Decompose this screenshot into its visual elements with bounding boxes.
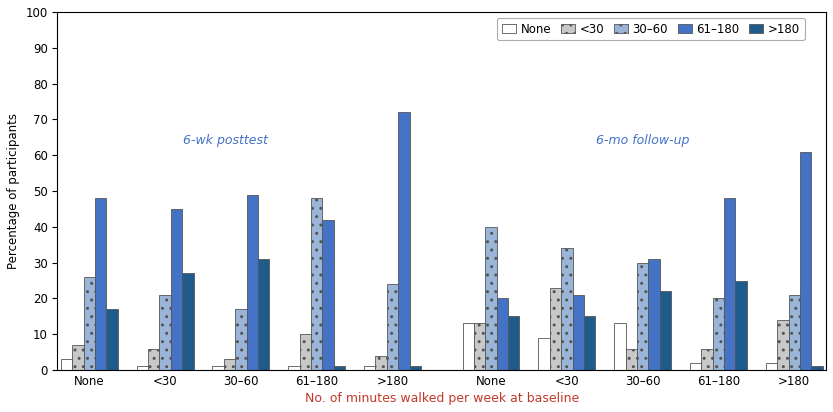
Bar bbox=[637, 262, 648, 370]
Bar bbox=[61, 359, 72, 370]
Bar bbox=[235, 309, 247, 370]
Bar bbox=[72, 345, 83, 370]
Bar bbox=[800, 152, 811, 370]
Bar bbox=[387, 284, 398, 370]
Bar bbox=[322, 220, 334, 370]
Bar bbox=[182, 273, 193, 370]
Bar bbox=[584, 316, 596, 370]
Bar bbox=[410, 366, 421, 370]
Bar bbox=[614, 323, 626, 370]
Bar bbox=[148, 349, 159, 370]
Bar bbox=[311, 198, 322, 370]
Bar bbox=[690, 363, 701, 370]
Bar bbox=[486, 227, 496, 370]
Bar bbox=[766, 363, 777, 370]
Text: 6-wk posttest: 6-wk posttest bbox=[183, 134, 268, 147]
Bar bbox=[300, 334, 311, 370]
Bar bbox=[288, 366, 300, 370]
X-axis label: No. of minutes walked per week at baseline: No. of minutes walked per week at baseli… bbox=[305, 392, 579, 405]
Bar bbox=[159, 295, 171, 370]
Bar bbox=[538, 338, 550, 370]
Bar bbox=[701, 349, 713, 370]
Bar bbox=[212, 366, 224, 370]
Legend: None, <30, 30–60, 61–180, >180: None, <30, 30–60, 61–180, >180 bbox=[497, 18, 805, 40]
Bar bbox=[648, 259, 660, 370]
Bar bbox=[811, 366, 823, 370]
Bar bbox=[508, 316, 520, 370]
Bar bbox=[561, 248, 572, 370]
Bar bbox=[777, 320, 789, 370]
Bar bbox=[107, 309, 117, 370]
Bar bbox=[736, 281, 747, 370]
Bar bbox=[550, 288, 561, 370]
Bar bbox=[247, 194, 258, 370]
Bar bbox=[496, 298, 508, 370]
Bar bbox=[789, 295, 800, 370]
Bar bbox=[398, 112, 410, 370]
Bar bbox=[224, 359, 235, 370]
Bar bbox=[572, 295, 584, 370]
Bar bbox=[334, 366, 345, 370]
Bar bbox=[171, 209, 182, 370]
Bar bbox=[474, 323, 486, 370]
Bar bbox=[626, 349, 637, 370]
Text: 6-mo follow-up: 6-mo follow-up bbox=[596, 134, 690, 147]
Y-axis label: Percentage of participants: Percentage of participants bbox=[7, 113, 20, 269]
Bar bbox=[660, 291, 671, 370]
Bar bbox=[95, 198, 107, 370]
Bar bbox=[137, 366, 148, 370]
Bar bbox=[258, 259, 269, 370]
Bar bbox=[462, 323, 474, 370]
Bar bbox=[713, 298, 724, 370]
Bar bbox=[83, 277, 95, 370]
Bar bbox=[376, 356, 387, 370]
Bar bbox=[364, 366, 376, 370]
Bar bbox=[724, 198, 736, 370]
